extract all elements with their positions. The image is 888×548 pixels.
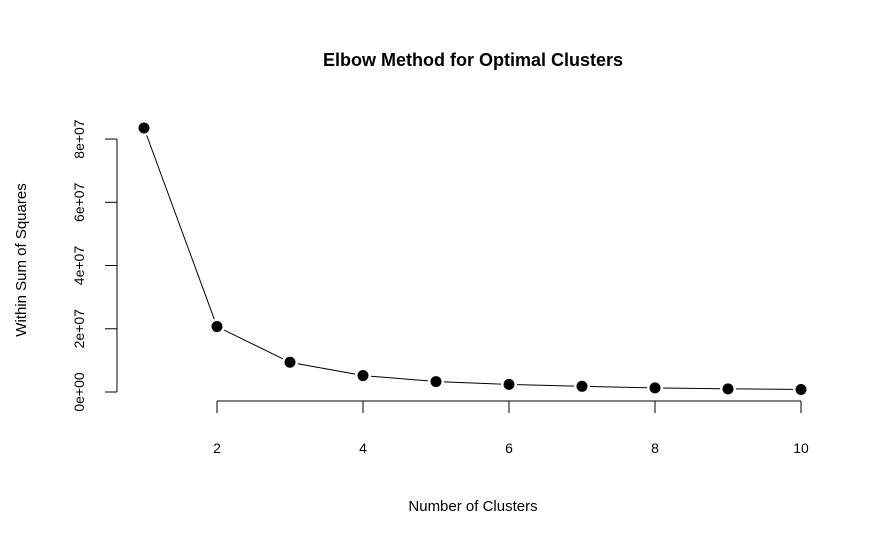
x-tick-label: 6 xyxy=(505,440,513,456)
chart-title: Elbow Method for Optimal Clusters xyxy=(323,50,623,70)
data-point xyxy=(722,383,734,395)
x-tick-label: 10 xyxy=(793,440,809,456)
series-segment xyxy=(297,363,356,375)
data-point xyxy=(649,382,661,394)
y-tick-label: 6e+07 xyxy=(71,182,87,222)
x-axis-label: Number of Clusters xyxy=(408,498,537,515)
x-tick-label: 2 xyxy=(213,440,221,456)
y-tick-label: 0e+00 xyxy=(71,372,87,412)
series-segment xyxy=(146,135,215,320)
series-segment xyxy=(589,385,648,389)
data-point xyxy=(430,376,442,388)
y-tick-label: 2e+07 xyxy=(71,309,87,349)
x-axis: 2 4 6 8 10 xyxy=(213,400,809,456)
y-axis: 0e+00 2e+07 4e+07 6e+07 8e+07 xyxy=(71,119,118,412)
series-layer xyxy=(146,135,794,390)
series-segment xyxy=(370,375,429,382)
series-segment xyxy=(516,384,575,387)
y-tick-label: 8e+07 xyxy=(71,119,87,159)
data-point xyxy=(211,321,223,333)
points-layer xyxy=(138,122,807,395)
data-point xyxy=(795,383,807,395)
series-segment xyxy=(223,329,284,360)
data-point xyxy=(357,370,369,382)
data-point xyxy=(138,122,150,134)
series-segment xyxy=(662,387,721,390)
y-axis-label: Within Sum of Squares xyxy=(13,183,30,336)
series-segment xyxy=(443,381,502,385)
x-tick-label: 8 xyxy=(651,440,659,456)
data-point xyxy=(284,356,296,368)
y-tick-label: 4e+07 xyxy=(71,246,87,286)
x-tick-label: 4 xyxy=(359,440,367,456)
data-point xyxy=(576,380,588,392)
data-point xyxy=(503,378,515,390)
